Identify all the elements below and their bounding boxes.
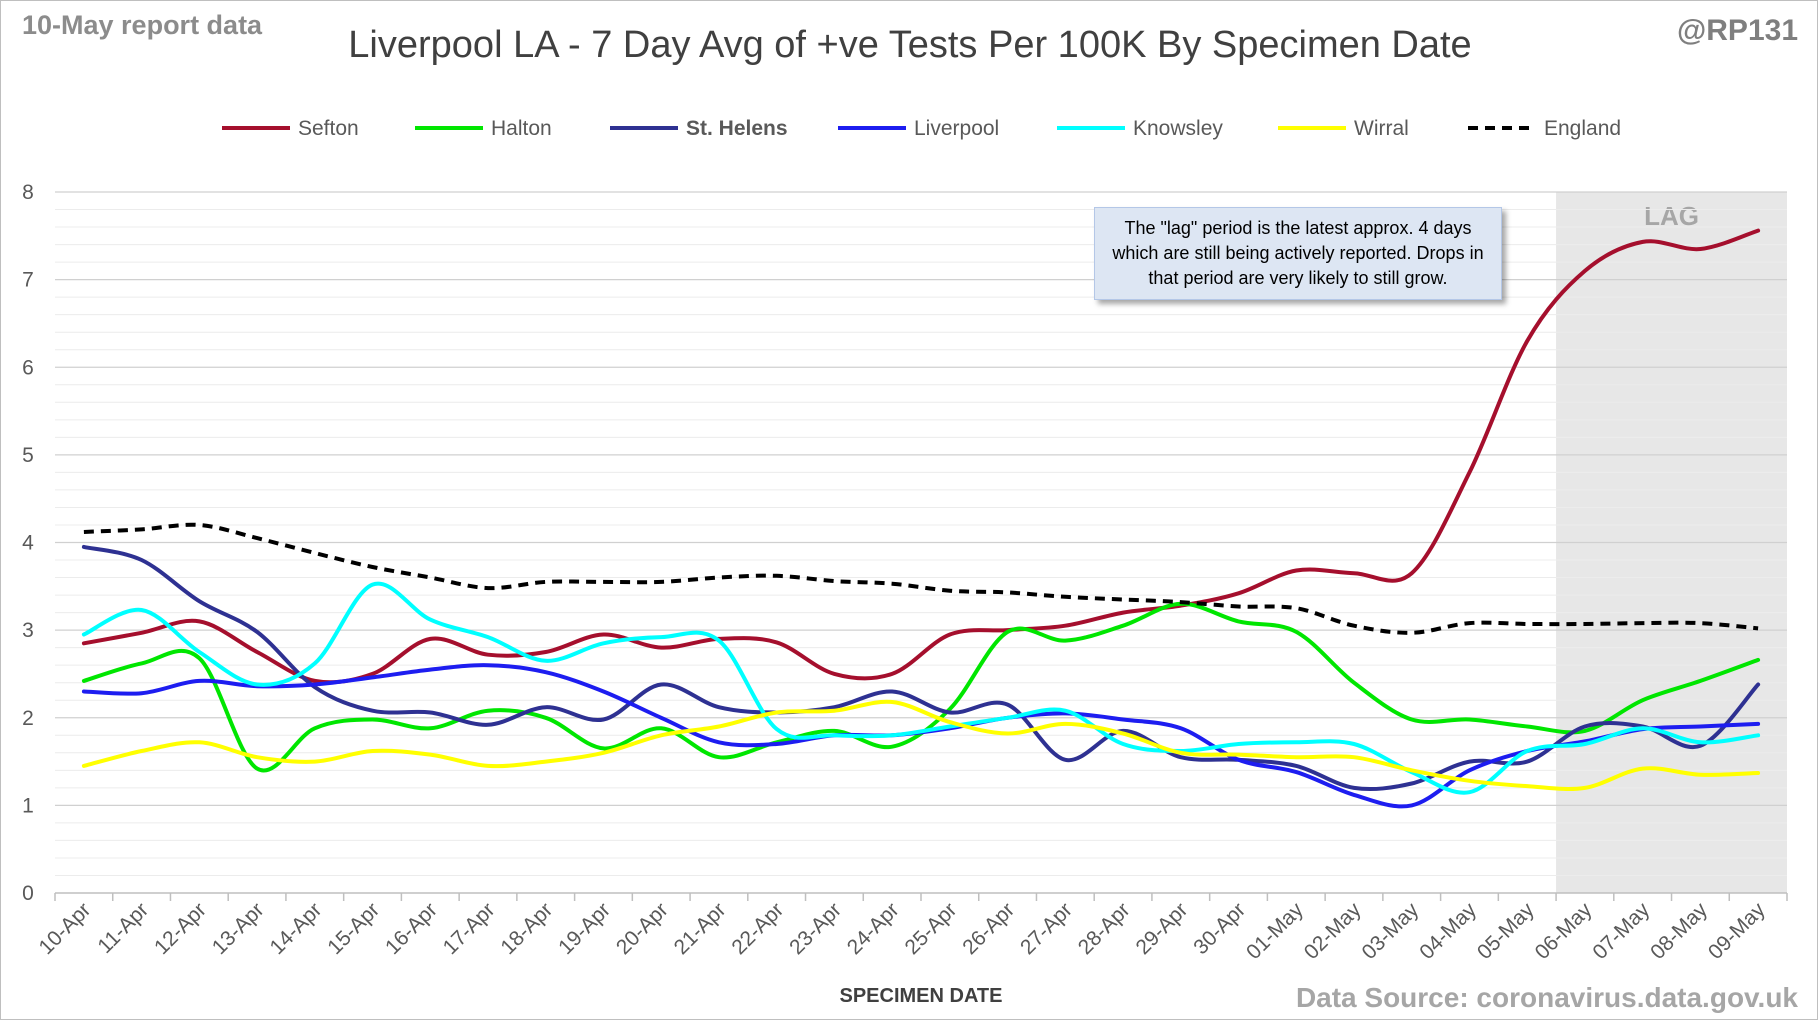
x-tick-label: 07-May — [1588, 898, 1654, 964]
x-tick-label: 03-May — [1357, 898, 1423, 964]
y-tick-label: 4 — [22, 532, 34, 555]
legend-label-knowsley: Knowsley — [1133, 117, 1223, 140]
y-tick-label: 7 — [22, 269, 34, 292]
x-tick-label: 15-Apr — [323, 898, 384, 959]
x-tick-label: 16-Apr — [381, 898, 442, 959]
lag-label: LAG — [1644, 201, 1699, 231]
series-lines — [81, 228, 1761, 809]
author-handle: @RP131 — [1677, 14, 1798, 47]
x-tick-label: 02-May — [1300, 898, 1366, 964]
x-tick-label: 20-Apr — [612, 898, 673, 959]
x-tick-label: 19-Apr — [554, 898, 615, 959]
series-line-wirral — [81, 699, 1761, 792]
x-tick-label: 09-May — [1704, 898, 1770, 964]
x-tick-label: 26-Apr — [958, 898, 1019, 959]
x-tick-label: 22-Apr — [727, 898, 788, 959]
x-tick-label: 27-Apr — [1016, 898, 1077, 959]
y-tick-label: 6 — [22, 356, 34, 379]
x-tick-label: 23-Apr — [785, 898, 846, 959]
x-tick-label: 06-May — [1531, 898, 1597, 964]
lag-note: The "lag" period is the latest approx. 4… — [1094, 207, 1502, 300]
series-line-st-helens — [81, 544, 1761, 792]
x-axis: 10-Apr11-Apr12-Apr13-Apr14-Apr15-Apr16-A… — [35, 892, 1788, 964]
x-tick-label: 25-Apr — [901, 898, 962, 959]
series-line-halton — [81, 601, 1761, 773]
legend-label-england: England — [1544, 117, 1621, 140]
y-tick-label: 2 — [22, 707, 34, 730]
x-tick-label: 17-Apr — [439, 898, 500, 959]
legend-label-sefton: Sefton — [298, 117, 359, 140]
x-tick-label: 05-May — [1473, 898, 1539, 964]
series-line-knowsley — [81, 581, 1761, 795]
legend-label-halton: Halton — [491, 117, 552, 140]
x-tick-label: 13-Apr — [208, 898, 269, 959]
x-tick-label: 24-Apr — [843, 898, 904, 959]
x-tick-label: 10-Apr — [35, 898, 96, 959]
report-date-label: 10-May report data — [22, 10, 263, 40]
x-tick-label: 14-Apr — [266, 898, 327, 959]
legend: Sefton Halton St. Helens Liverpool Knowsley W… — [222, 117, 1621, 140]
y-tick-label: 1 — [22, 794, 34, 817]
x-tick-label: 08-May — [1646, 898, 1712, 964]
x-tick-label: 21-Apr — [670, 898, 731, 959]
x-tick-label: 30-Apr — [1189, 898, 1250, 959]
legend-label-wirral: Wirral — [1354, 117, 1409, 140]
x-tick-label: 04-May — [1415, 898, 1481, 964]
x-tick-label: 01-May — [1242, 898, 1308, 964]
gridlines — [55, 191, 1787, 876]
data-source: Data Source: coronavirus.data.gov.uk — [1295, 982, 1798, 1013]
x-tick-label: 28-Apr — [1074, 898, 1135, 959]
x-axis-label: SPECIMEN DATE — [840, 985, 1003, 1007]
series-line-england — [83, 522, 1759, 635]
series-line-sefton — [81, 228, 1761, 685]
y-tick-label: 3 — [22, 619, 34, 642]
y-axis: 0 1 2 3 4 5 6 7 8 — [22, 181, 34, 905]
x-tick-label: 11-Apr — [93, 898, 153, 958]
legend-label-liverpool: Liverpool — [914, 117, 999, 140]
legend-label-st-helens: St. Helens — [686, 117, 788, 140]
x-tick-label: 12-Apr — [150, 898, 211, 959]
y-tick-label: 8 — [22, 181, 34, 204]
y-tick-label: 0 — [22, 882, 34, 905]
y-tick-label: 5 — [22, 444, 34, 467]
chart-title: Liverpool LA - 7 Day Avg of +ve Tests Pe… — [348, 24, 1472, 66]
x-tick-label: 29-Apr — [1132, 898, 1193, 959]
x-tick-label: 18-Apr — [496, 898, 557, 959]
